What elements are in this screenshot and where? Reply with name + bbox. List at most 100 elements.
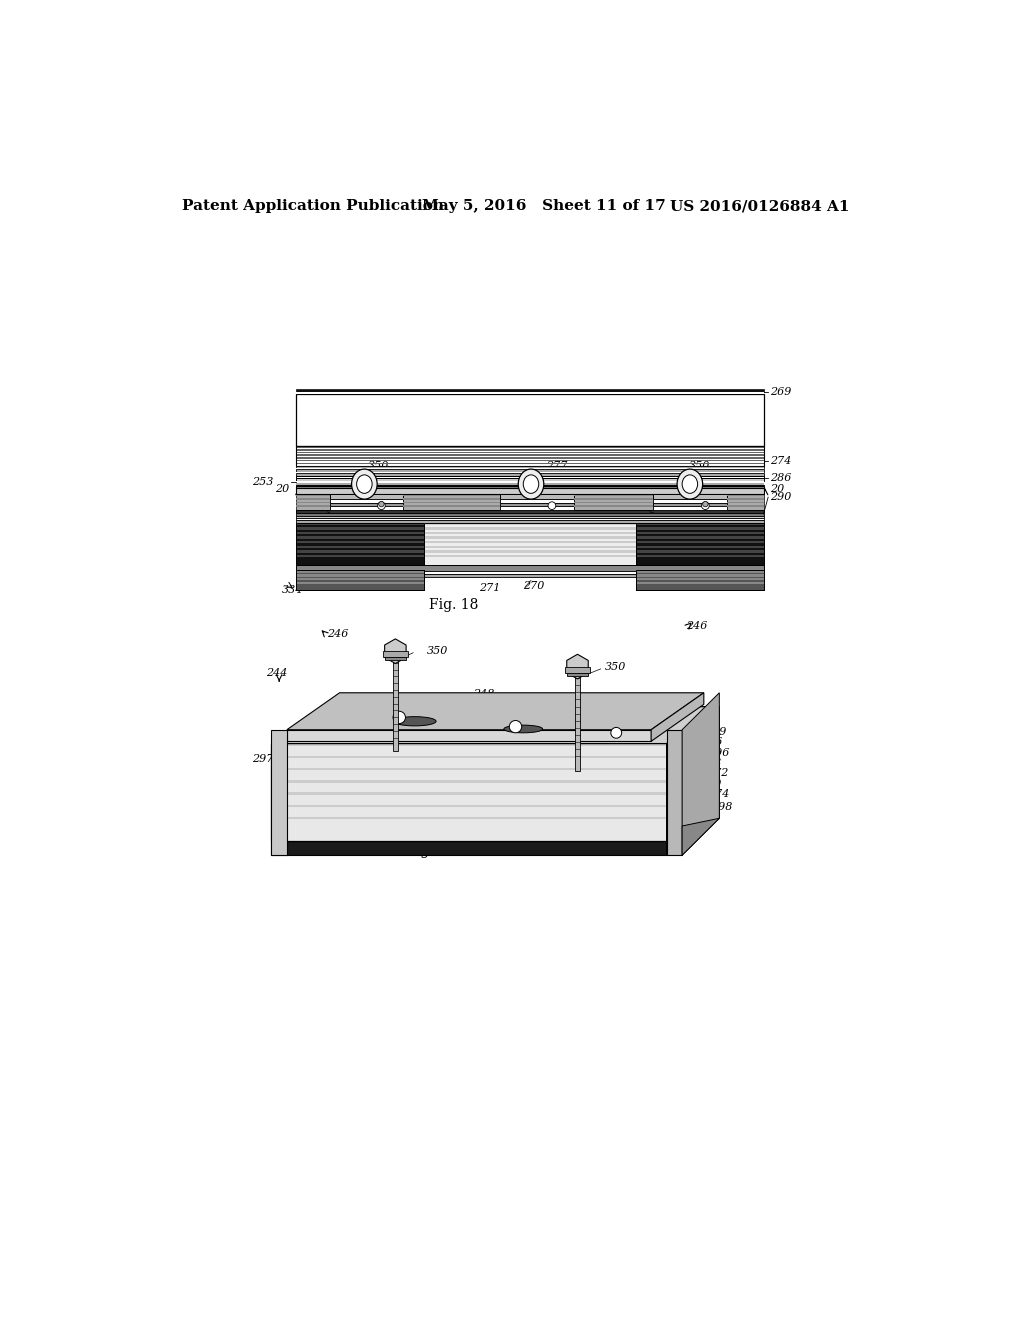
Text: Fig. 18: Fig. 18 <box>429 598 478 612</box>
Text: 322: 322 <box>640 506 660 516</box>
Polygon shape <box>682 693 719 855</box>
Text: Fig. 19: Fig. 19 <box>406 845 455 858</box>
Bar <box>296 454 764 455</box>
Bar <box>296 550 424 553</box>
Polygon shape <box>271 792 667 795</box>
Circle shape <box>378 502 385 510</box>
Bar <box>296 502 330 503</box>
Text: 350: 350 <box>689 462 711 471</box>
Polygon shape <box>271 804 719 841</box>
Text: Patent Application Publication: Patent Application Publication <box>182 199 444 213</box>
Bar <box>296 517 764 520</box>
Bar <box>296 451 764 453</box>
Text: 322: 322 <box>316 506 338 516</box>
Bar <box>296 470 764 471</box>
Text: 271: 271 <box>415 833 436 842</box>
Bar <box>573 494 653 510</box>
Bar <box>296 457 764 459</box>
Polygon shape <box>271 841 667 855</box>
Text: 248: 248 <box>473 689 495 698</box>
Text: 244: 244 <box>266 668 288 677</box>
Polygon shape <box>383 651 408 657</box>
Circle shape <box>548 502 556 510</box>
Polygon shape <box>271 730 287 855</box>
Bar <box>653 499 727 503</box>
Bar <box>296 499 330 500</box>
Bar <box>296 478 764 480</box>
Bar <box>636 574 764 577</box>
Ellipse shape <box>518 469 544 499</box>
Ellipse shape <box>523 475 539 494</box>
Polygon shape <box>575 676 580 771</box>
Text: 282: 282 <box>359 770 380 779</box>
Text: 334: 334 <box>710 581 731 591</box>
Bar <box>573 502 653 503</box>
Polygon shape <box>271 706 719 743</box>
Text: 290: 290 <box>770 492 792 502</box>
Ellipse shape <box>393 717 436 726</box>
Bar <box>296 570 424 590</box>
Bar <box>330 503 403 507</box>
Text: 20: 20 <box>770 484 784 495</box>
Bar <box>636 554 764 557</box>
Bar <box>636 523 764 565</box>
Bar <box>727 506 764 507</box>
Bar <box>296 532 424 535</box>
Bar <box>636 570 764 590</box>
Text: 292: 292 <box>334 737 354 747</box>
Text: 350: 350 <box>369 462 389 471</box>
Bar <box>296 510 764 513</box>
Bar <box>296 523 424 565</box>
Bar <box>296 487 764 488</box>
Bar <box>296 446 764 466</box>
Polygon shape <box>271 768 667 771</box>
Bar <box>636 541 764 544</box>
Text: 224: 224 <box>668 513 689 524</box>
Polygon shape <box>287 730 651 742</box>
Bar <box>424 523 636 525</box>
Bar <box>636 532 764 535</box>
Text: 277: 277 <box>372 785 393 795</box>
Text: 271: 271 <box>479 583 501 593</box>
Circle shape <box>379 502 384 507</box>
Bar <box>636 527 764 529</box>
Text: 253: 253 <box>700 758 721 768</box>
Bar <box>500 507 573 510</box>
Bar <box>573 495 653 496</box>
Text: 318: 318 <box>652 512 673 523</box>
Bar <box>424 536 636 539</box>
Circle shape <box>611 727 622 738</box>
Bar <box>296 449 764 450</box>
Text: 318: 318 <box>331 512 352 523</box>
Text: 286: 286 <box>770 473 792 483</box>
Ellipse shape <box>504 725 543 733</box>
Polygon shape <box>271 743 667 746</box>
Bar <box>296 570 424 573</box>
Bar <box>296 541 424 544</box>
Polygon shape <box>385 657 407 660</box>
Bar <box>403 495 500 496</box>
Bar <box>573 506 653 507</box>
Polygon shape <box>287 693 703 730</box>
Text: 282: 282 <box>469 792 490 803</box>
Polygon shape <box>271 805 667 807</box>
Bar <box>296 565 764 572</box>
Bar <box>296 516 764 517</box>
Bar <box>636 523 764 565</box>
Bar <box>296 494 330 510</box>
Bar <box>727 502 764 503</box>
Text: 298: 298 <box>711 801 732 812</box>
Polygon shape <box>393 660 397 751</box>
Text: 248: 248 <box>514 723 536 733</box>
Bar <box>330 507 403 510</box>
Bar <box>296 572 764 574</box>
Circle shape <box>393 711 406 723</box>
Bar <box>296 513 764 516</box>
Text: 300: 300 <box>312 718 334 727</box>
Bar <box>296 484 764 487</box>
Bar <box>296 395 764 446</box>
Bar <box>500 499 573 503</box>
Bar <box>296 471 764 474</box>
Polygon shape <box>271 743 667 841</box>
Bar <box>296 462 764 465</box>
